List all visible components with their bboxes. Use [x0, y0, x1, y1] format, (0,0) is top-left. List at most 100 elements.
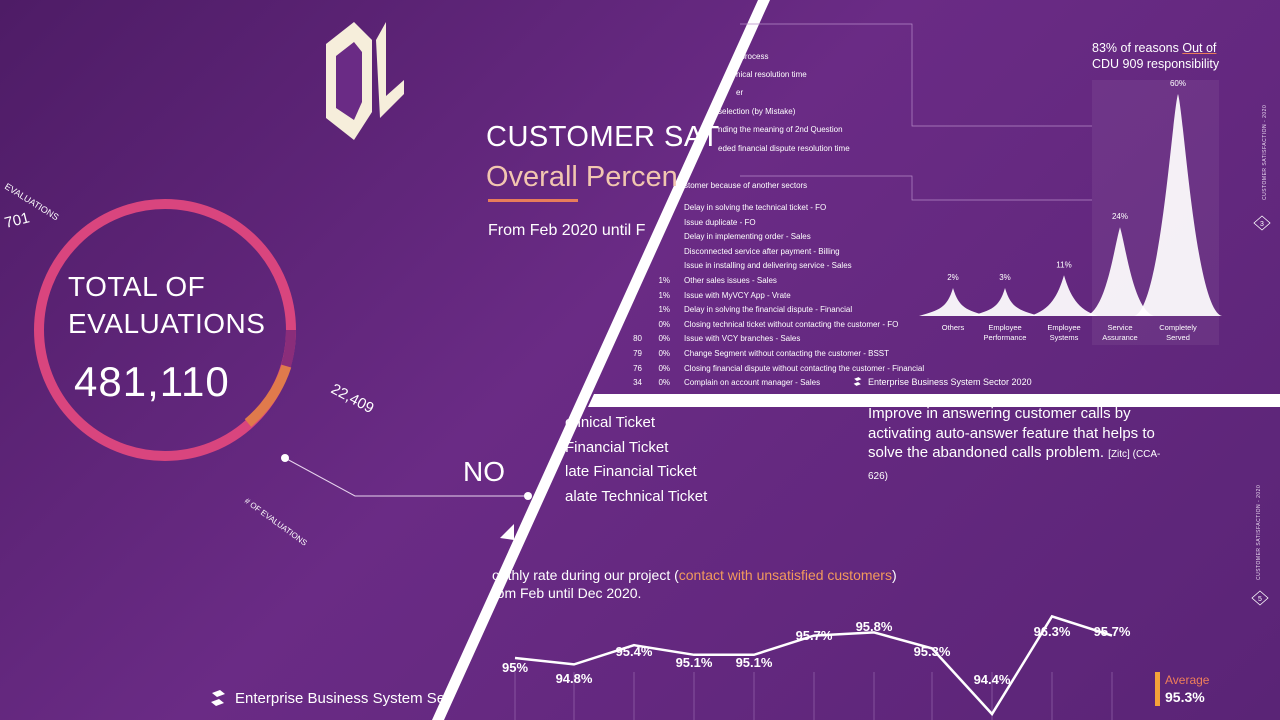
monthly-suffix: ): [891, 567, 897, 583]
reason-text: Issue duplicate - FO: [684, 217, 756, 227]
ticket-item: Financial Ticket: [565, 438, 669, 456]
play-arrow-icon: [500, 524, 514, 540]
reason-count: 80: [633, 334, 642, 344]
footer-left: Enterprise Business System Se: [208, 688, 445, 708]
category-label: Employee: [1047, 323, 1080, 332]
reason-partial-item: nical resolution time: [736, 70, 807, 79]
average-marker: [1155, 672, 1160, 706]
reason-text: Change Segment without contacting the cu…: [684, 349, 889, 358]
reason-percent: 1%: [658, 290, 670, 300]
reason-percent: 0%: [658, 378, 670, 388]
csat-title: CUSTOMER SAT: [486, 121, 720, 153]
category-label: Served: [1166, 333, 1190, 342]
area-peak: [971, 288, 1039, 316]
reason-row: Delay in solving the technical ticket - …: [614, 203, 826, 212]
improvement-text: Improve in answering customer calls by a…: [868, 405, 1155, 461]
axis-label-evaluations: # OF EVALUATIONS: [243, 496, 309, 547]
reason-percent: 0%: [658, 363, 670, 373]
dl-logo-icon: [326, 22, 404, 140]
guide-line-top: [740, 23, 1092, 127]
rate-value-label: 95.3%: [914, 644, 951, 659]
annotation-line1: 83% of reasons: [1092, 41, 1183, 55]
panel-split-diagonal: [432, 0, 770, 720]
category-label: Others: [942, 323, 965, 332]
reason-text: Issue in installing and delivering servi…: [684, 261, 852, 271]
reason-partial-item: selection (by Mistake): [718, 107, 796, 116]
reason-count: 76: [633, 363, 642, 373]
rate-value-label: 95%: [502, 660, 528, 675]
reason-row: Issue in installing and delivering servi…: [614, 261, 852, 270]
peak-value-label: 60%: [1170, 79, 1186, 88]
peak-value-label: 2%: [947, 273, 959, 282]
reason-text: Closing technical ticket without contact…: [684, 319, 899, 329]
rate-value-label: 94.4%: [974, 672, 1011, 687]
rate-value-label: 95.1%: [736, 655, 773, 670]
reason-row: Delay in implementing order - Sales: [614, 232, 811, 241]
peak-value-label: 24%: [1112, 212, 1128, 221]
reason-row: Disconnected service after payment - Bil…: [614, 247, 840, 256]
category-label: Systems: [1050, 333, 1079, 342]
ticket-list: chnical Ticket Financial Ticket late Fin…: [565, 411, 707, 509]
segment-value-label: 22,409: [328, 381, 377, 418]
reason-percent: 0%: [658, 319, 670, 329]
area-peak: [1086, 227, 1154, 316]
reason-row: 76 0% Closing financial dispute without co…: [614, 364, 924, 373]
monthly-prefix: onthly rate during our project (: [492, 567, 679, 583]
category-label: Performance: [984, 333, 1027, 342]
rate-value-label: 95.7%: [796, 628, 833, 643]
reason-row: Issue duplicate - FO: [614, 218, 756, 227]
reason-percent: 1%: [658, 305, 670, 315]
leader-dot-end: [524, 492, 532, 500]
footer-top-right: Enterprise Business System Sector 2020: [852, 376, 1032, 387]
reason-row: 1% Delay in solving the financial dispute…: [614, 305, 852, 314]
reason-text: Other sales issues - Sales: [684, 276, 777, 285]
side-label-top: CUSTOMER SATISFACTION - 2020: [1262, 104, 1268, 200]
reason-text: Issue with MyVCY App - Vrate: [684, 290, 791, 300]
reason-text: Delay in solving the technical ticket - …: [684, 203, 827, 212]
rate-value-label: 96.3%: [1034, 624, 1071, 639]
donut-title-line1: TOTAL OF: [68, 271, 206, 302]
rate-value-label: 94.8%: [556, 671, 593, 686]
monthly-line-chart: 95% 94.8% 95.4% 95.1% 95.1% 95.7% 95.8% 95.3% 94…: [502, 614, 1131, 720]
reasons-area-chart: 2%Others3%EmployeePerformance11%Employee…: [919, 79, 1222, 342]
ebs-logo-icon: [211, 690, 225, 706]
reason-text: Closing financial dispute without contac…: [684, 363, 925, 373]
no-label: NO: [463, 456, 505, 487]
rate-value-label: 95.7%: [1094, 624, 1131, 639]
area-peak: [1134, 94, 1222, 316]
ticket-item: late Financial Ticket: [565, 463, 697, 480]
page-badge-3: 3: [1253, 215, 1271, 231]
rate-value-label: 95.4%: [616, 644, 653, 659]
category-label: Completely: [1159, 323, 1197, 332]
reason-partial-item: nding the meaning of 2nd Question: [718, 125, 843, 134]
reason-row: 80 0% Issue with VCY branches - Sales: [614, 334, 800, 343]
evaluations-donut: [34, 199, 532, 540]
reason-partial-item: er: [736, 88, 744, 97]
reason-text: Issue with VCY branches - Sales: [684, 334, 801, 344]
reason-row: 79 0% Change Segment without contacting th…: [614, 349, 889, 358]
footer-left-text: Enterprise Business System Se: [235, 689, 446, 707]
rate-value-label: 95.8%: [856, 619, 893, 634]
donut-title-line2: EVALUATIONS: [68, 308, 266, 339]
reason-text: Delay in solving the financial dispute -…: [684, 305, 853, 315]
ticket-item: chnical Ticket: [565, 414, 656, 431]
reason-text: Complain on account manager - Sales: [684, 378, 821, 388]
donut-leader-line: [284, 457, 528, 497]
reason-count: 79: [633, 349, 642, 358]
improvement-ref: [Zitc] (CCA-626): [868, 449, 1161, 482]
partial-evaluations-value: 701: [3, 209, 31, 232]
category-label: Service: [1107, 323, 1132, 332]
side-label-bottom: CUSTOMER SATISFACTION - 2020: [1256, 484, 1262, 580]
peak-value-label: 11%: [1056, 260, 1071, 269]
rate-value-label: 95.1%: [676, 655, 713, 670]
donut-title: TOTAL OF EVALUATIONS: [68, 268, 265, 342]
category-label: Employee: [988, 323, 1021, 332]
reason-percent: 0%: [658, 349, 670, 358]
monthly-line2: rom Feb until Dec 2020.: [492, 585, 642, 601]
reason-partial-item: stomer because of another sectors: [684, 181, 808, 190]
leader-dot-start: [281, 454, 289, 462]
donut-segment-orange: [244, 364, 292, 427]
reason-text: Delay in implementing order - Sales: [684, 232, 811, 242]
svg-text:5: 5: [1258, 596, 1262, 603]
